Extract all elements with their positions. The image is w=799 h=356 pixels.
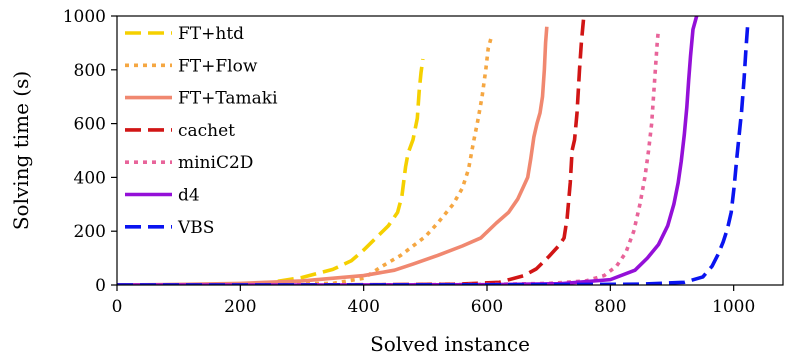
legend-entry: FT+Flow: [125, 56, 258, 76]
plot-frame: [116, 15, 784, 286]
y-axis-label: Solving time (s): [9, 71, 33, 230]
series-line-vbs: [117, 22, 750, 285]
y-tick-label: 200: [74, 222, 106, 242]
series-layer: [117, 15, 750, 285]
x-tick-label: 600: [471, 297, 503, 317]
legend-label: miniC2D: [178, 153, 253, 173]
legend-label: d4: [178, 186, 200, 206]
series-line-d4: [117, 15, 699, 285]
legend-entry: cachet: [125, 121, 235, 141]
series-line-ft-tamaki: [117, 26, 549, 285]
legend-entry: FT+Tamaki: [125, 89, 278, 109]
y-tick-label: 0: [95, 276, 106, 296]
series-line-ft-htd: [117, 58, 425, 285]
y-tick-label: 600: [74, 115, 106, 135]
x-tick-label: 1000: [712, 297, 755, 317]
legend-entry: FT+htd: [125, 24, 244, 44]
legend-label: FT+Tamaki: [178, 89, 278, 109]
legend-label: FT+Flow: [178, 56, 258, 76]
series-line-ft-flow: [117, 34, 494, 285]
y-tick-label: 800: [74, 61, 106, 81]
y-tick-label: 400: [74, 168, 106, 188]
legend-label: cachet: [178, 121, 235, 141]
legend-entry: VBS: [125, 218, 214, 238]
x-tick-label: 0: [112, 297, 123, 317]
series-line-minic2d: [117, 29, 661, 285]
legend-label: VBS: [177, 218, 214, 238]
legend-entry: d4: [125, 186, 200, 206]
x-tick-label: 400: [347, 297, 379, 317]
y-tick-label: 1000: [63, 7, 106, 27]
legend: FT+htd FT+Flow FT+Tamaki cachet miniC2D d4 VBS: [125, 24, 278, 238]
x-axis-label: Solved instance: [370, 332, 530, 356]
legend-label: FT+htd: [178, 24, 244, 44]
x-tick-label: 200: [224, 297, 256, 317]
x-tick-label: 800: [594, 297, 626, 317]
axes-layer: 0 200 400 600 800 1000 0 200 400 600 800 1000 Solved…: [9, 7, 784, 356]
legend-entry: miniC2D: [125, 153, 253, 173]
